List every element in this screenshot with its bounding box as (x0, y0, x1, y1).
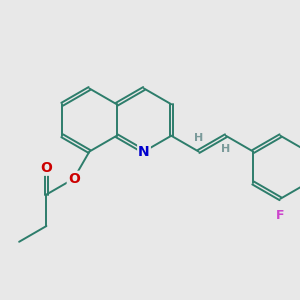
Text: H: H (194, 133, 203, 143)
Text: O: O (68, 172, 80, 186)
Text: F: F (276, 209, 285, 222)
Text: N: N (138, 145, 150, 158)
Text: H: H (221, 144, 230, 154)
Text: O: O (40, 161, 52, 175)
